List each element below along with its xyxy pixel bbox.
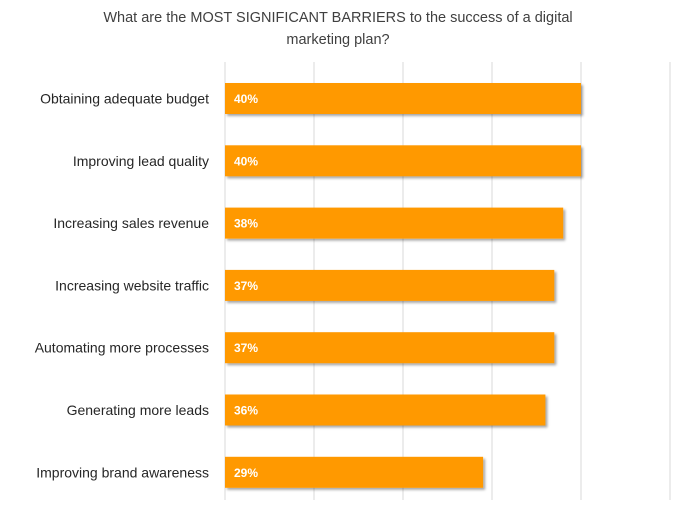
- bar-4: [225, 332, 555, 364]
- category-label-6: Improving brand awareness: [36, 464, 209, 480]
- category-label-3: Increasing website traffic: [55, 277, 209, 293]
- category-label-0: Obtaining adequate budget: [40, 91, 209, 107]
- chart-title-line-2: marketing plan?: [286, 32, 389, 48]
- category-label-4: Automating more processes: [35, 340, 209, 356]
- bar-5: [225, 394, 546, 426]
- bar-3: [225, 269, 555, 301]
- chart-title: What are the MOST SIGNIFICANT BARRIERS t…: [103, 10, 572, 48]
- chart-title-line-1: What are the MOST SIGNIFICANT BARRIERS t…: [103, 10, 572, 26]
- data-label-1: 40%: [234, 154, 258, 168]
- bar-0: [225, 83, 581, 114]
- data-label-5: 36%: [234, 404, 258, 418]
- category-label-5: Generating more leads: [67, 402, 209, 418]
- data-label-4: 37%: [234, 341, 258, 355]
- data-label-6: 29%: [234, 466, 258, 480]
- bar-6: [225, 456, 484, 488]
- category-label-2: Increasing sales revenue: [53, 215, 209, 231]
- category-labels: Obtaining adequate budget Improving lead …: [35, 91, 210, 481]
- data-label-0: 40%: [234, 92, 258, 106]
- bars: 40% 40% 38% 37% 37% 36% 29%: [225, 83, 581, 488]
- category-label-1: Improving lead quality: [73, 153, 209, 169]
- data-label-2: 38%: [234, 217, 258, 231]
- bar-2: [225, 207, 564, 239]
- bar-1: [225, 145, 581, 177]
- data-label-3: 37%: [234, 279, 258, 293]
